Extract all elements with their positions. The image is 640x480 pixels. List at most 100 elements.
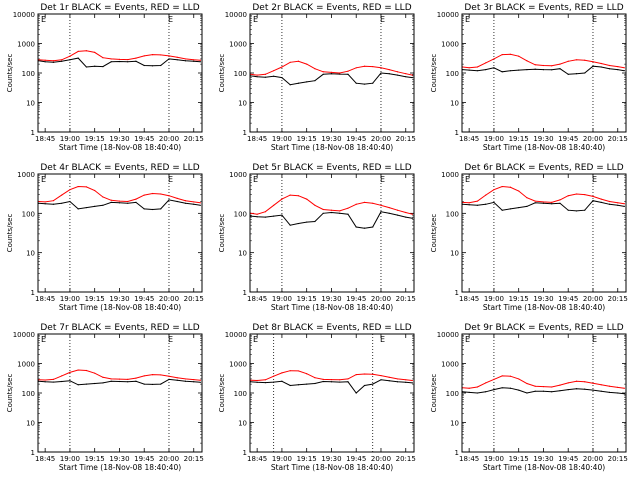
data-point-events [534, 390, 536, 392]
panel-det-9: Det 9r BLACK = Events, RED = LLD 1 10 100 10… [430, 323, 628, 472]
data-point-events [52, 381, 55, 383]
data-point-events [94, 382, 96, 385]
data-point-lld [575, 193, 578, 195]
x-axis-label: Start Time (18-Nov-08 18:40:40) [483, 463, 605, 472]
y-tick-label: 1 [243, 289, 247, 297]
y-axis-label: Counts/sec [218, 374, 226, 413]
y-tick-label: 10000 [225, 331, 247, 339]
data-point-lld [509, 53, 512, 55]
data-point-events [363, 83, 366, 85]
data-point-events [102, 204, 104, 206]
y-tick-label: 100 [446, 210, 459, 218]
x-tick-label: 19:00 [272, 455, 292, 463]
corner-tag-left: E [253, 335, 258, 344]
data-point-events [518, 206, 520, 209]
data-point-lld [518, 55, 520, 57]
data-point-events [405, 216, 407, 218]
data-point-events [199, 204, 201, 206]
x-tick-label: 18:45 [35, 135, 55, 143]
data-point-events [493, 201, 495, 203]
data-point-events [168, 199, 170, 201]
data-point-events [623, 70, 625, 72]
x-tick-label: 20:15 [608, 135, 628, 143]
data-point-events [264, 76, 267, 78]
data-point-events [476, 70, 479, 72]
data-point-events [534, 202, 536, 204]
y-tick-label: 10 [450, 250, 459, 258]
corner-tag-right: E [592, 175, 597, 184]
data-point-events [559, 390, 561, 392]
data-point-events [151, 65, 154, 67]
x-tick-label: 19:45 [346, 455, 366, 463]
data-point-events [509, 208, 512, 210]
data-point-lld [526, 60, 528, 62]
data-point-lld [256, 74, 258, 76]
corner-tag-left: E [41, 175, 46, 184]
data-point-lld [184, 378, 187, 380]
data-point-lld [297, 60, 300, 62]
data-point-events [306, 383, 308, 385]
data-point-lld [584, 59, 586, 61]
panel-title: Det 1r BLACK = Events, RED = LLD [40, 3, 199, 13]
data-point-lld [306, 198, 308, 200]
data-point-events [542, 69, 545, 71]
data-point-lld [160, 54, 162, 56]
data-point-events [584, 209, 586, 211]
data-point-events [160, 208, 162, 210]
x-tick-label: 19:15 [509, 135, 529, 143]
data-point-events [118, 380, 121, 383]
data-point-lld [127, 58, 129, 61]
data-point-lld [396, 378, 399, 380]
data-point-events [160, 383, 162, 385]
x-tick-label: 19:45 [134, 135, 154, 143]
data-point-events [314, 220, 316, 223]
data-point-lld [184, 58, 187, 60]
data-point-events [501, 209, 503, 211]
data-point-lld [623, 387, 625, 389]
data-point-events [297, 82, 300, 84]
data-point-lld [151, 374, 154, 376]
data-point-events [281, 380, 283, 382]
data-point-lld [94, 189, 96, 192]
data-point-events [184, 380, 187, 382]
data-point-lld [135, 377, 137, 379]
data-point-events [160, 64, 162, 67]
data-point-lld [160, 193, 162, 195]
data-point-events [85, 383, 88, 385]
y-tick-label: 1000 [441, 171, 459, 179]
x-tick-label: 19:00 [484, 295, 504, 303]
data-point-events [567, 73, 569, 75]
x-tick-label: 19:00 [60, 455, 80, 463]
data-point-lld [363, 373, 366, 375]
x-tick-label: 19:30 [533, 455, 553, 463]
x-tick-label: 20:15 [396, 295, 416, 303]
x-tick-label: 19:00 [60, 135, 80, 143]
plot-frame [249, 173, 415, 293]
panel-det-1: Det 1r BLACK = Events, RED = LLD 1 10 100 10… [6, 3, 204, 152]
y-axis-label: Counts/sec [218, 54, 226, 93]
data-point-events [355, 226, 357, 228]
data-point-events [493, 389, 495, 391]
data-point-lld [330, 71, 333, 73]
data-point-lld [567, 195, 569, 197]
x-tick-label: 20:00 [371, 295, 391, 303]
x-tick-label: 20:00 [159, 455, 179, 463]
data-point-lld [176, 197, 178, 199]
plot-frame [249, 13, 415, 133]
data-point-events [355, 82, 357, 84]
data-point-lld [518, 190, 520, 192]
data-point-lld [617, 386, 619, 388]
data-point-events [339, 212, 341, 214]
data-point-lld [405, 379, 407, 381]
data-point-lld [168, 55, 170, 57]
data-point-lld [493, 58, 495, 60]
data-point-events [468, 69, 470, 71]
data-point-lld [388, 376, 390, 378]
x-tick-label: 18:45 [247, 455, 267, 463]
data-point-lld [184, 200, 187, 202]
x-tick-label: 19:00 [60, 295, 80, 303]
panel-det-2: Det 2r BLACK = Events, RED = LLD 1 10 100 10… [218, 3, 416, 152]
data-point-events [94, 205, 96, 208]
data-point-lld [143, 375, 145, 377]
x-tick-label: 18:45 [247, 295, 267, 303]
